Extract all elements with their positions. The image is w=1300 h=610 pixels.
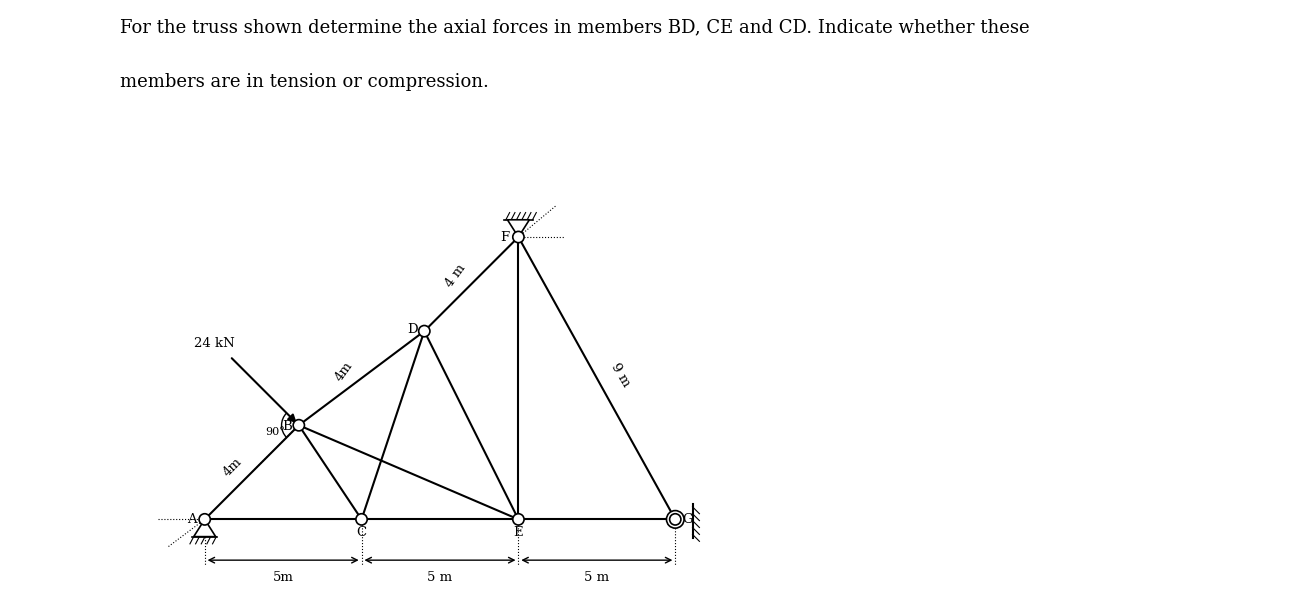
Text: For the truss shown determine the axial forces in members BD, CE and CD. Indicat: For the truss shown determine the axial … — [120, 18, 1030, 37]
Text: B: B — [282, 420, 291, 433]
Text: 90°: 90° — [265, 426, 285, 437]
Text: 5 m: 5 m — [584, 571, 610, 584]
Circle shape — [199, 514, 211, 525]
Circle shape — [667, 511, 684, 528]
Text: F: F — [500, 231, 510, 243]
Text: E: E — [514, 526, 523, 539]
Text: 9 m: 9 m — [608, 361, 632, 389]
Circle shape — [512, 231, 524, 243]
Text: 4m: 4m — [221, 456, 244, 479]
Text: G: G — [682, 513, 693, 526]
Circle shape — [670, 514, 681, 525]
Circle shape — [294, 420, 304, 431]
Text: members are in tension or compression.: members are in tension or compression. — [120, 73, 489, 92]
Text: 24 kN: 24 kN — [194, 337, 234, 350]
Polygon shape — [507, 220, 529, 237]
Text: C: C — [356, 526, 367, 539]
Text: 4 m: 4 m — [443, 262, 468, 290]
Circle shape — [512, 514, 524, 525]
Polygon shape — [194, 519, 216, 537]
Text: 4m: 4m — [333, 360, 356, 384]
Text: A: A — [187, 513, 198, 526]
Text: D: D — [407, 323, 417, 336]
Text: 5 m: 5 m — [428, 571, 452, 584]
Text: 5m: 5m — [273, 571, 294, 584]
Circle shape — [419, 326, 430, 337]
Circle shape — [356, 514, 367, 525]
